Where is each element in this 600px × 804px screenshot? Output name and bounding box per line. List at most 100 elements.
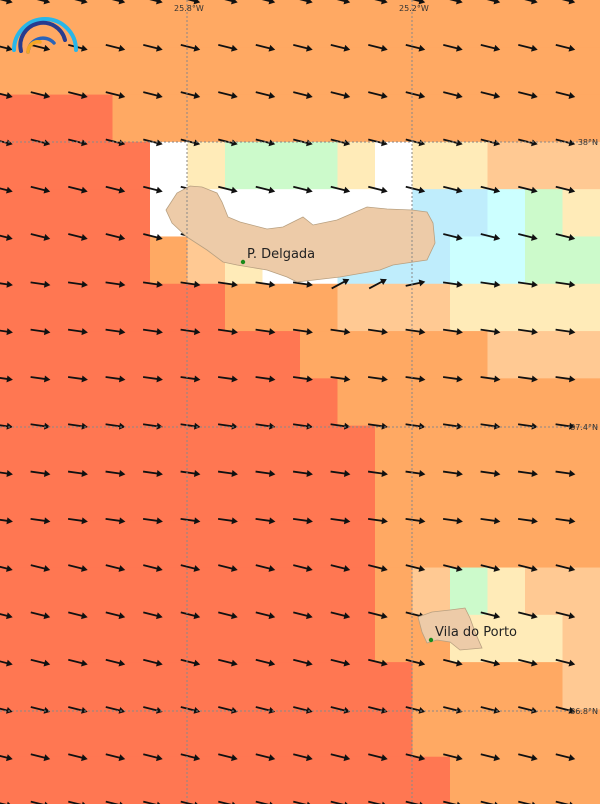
wind-arrow-icon xyxy=(255,0,276,5)
field-cell xyxy=(0,472,38,521)
field-cell xyxy=(75,662,113,710)
field-cell xyxy=(0,283,38,332)
field-cell xyxy=(187,425,226,474)
wind-arrow-icon xyxy=(218,0,238,5)
wind-arrow-icon xyxy=(367,328,388,336)
place-marker xyxy=(240,259,246,265)
field-cell xyxy=(225,141,263,190)
wind-arrow-icon xyxy=(30,44,51,52)
wind-arrow-icon xyxy=(105,328,126,336)
field-cell xyxy=(487,709,526,758)
field-cell xyxy=(525,94,563,143)
wind-arrow-icon xyxy=(68,564,88,572)
field-cell xyxy=(337,567,376,616)
wind-arrow-icon xyxy=(255,517,276,525)
wind-arrow-icon xyxy=(0,0,13,5)
field-cell xyxy=(187,283,226,332)
field-cell xyxy=(0,47,38,96)
field-cell xyxy=(412,520,451,569)
field-cell xyxy=(450,283,488,332)
field-cell xyxy=(0,425,38,474)
wind-arrow-icon xyxy=(255,280,276,288)
field-cell xyxy=(150,520,188,569)
field-cell xyxy=(112,520,151,569)
wind-arrow-icon xyxy=(68,706,88,714)
wind-arrow-icon xyxy=(480,280,501,288)
wind-arrow-icon xyxy=(30,138,51,147)
field-cell xyxy=(300,47,338,96)
field-cell xyxy=(375,47,413,96)
field-cell xyxy=(75,520,113,569)
field-cell xyxy=(562,189,600,237)
field-cell xyxy=(337,756,376,804)
wind-arrow-icon xyxy=(142,422,163,430)
wind-arrow-icon xyxy=(555,328,576,336)
field-cell xyxy=(412,425,451,474)
field-cell xyxy=(562,331,600,379)
wind-arrow-icon xyxy=(218,138,238,147)
field-cell xyxy=(112,567,151,616)
wind-arrow-icon xyxy=(555,280,576,288)
field-cell xyxy=(337,0,376,48)
field-cell xyxy=(450,141,488,190)
field-cell xyxy=(37,756,76,804)
wind-arrow-icon xyxy=(555,658,576,667)
wind-arrow-icon xyxy=(217,280,238,288)
field-cell xyxy=(487,283,526,332)
field-cell xyxy=(112,378,151,427)
wind-arrow-icon xyxy=(105,375,126,383)
field-cell xyxy=(412,283,451,332)
wind-arrow-icon xyxy=(518,0,538,5)
wind-arrow-icon xyxy=(330,706,351,714)
wind-arrow-icon xyxy=(218,185,238,194)
field-cell xyxy=(75,47,113,96)
field-cell xyxy=(337,472,376,521)
wind-arrow-icon xyxy=(443,138,463,147)
wind-arrow-icon xyxy=(142,280,163,288)
field-cell xyxy=(412,709,451,758)
field-cell xyxy=(525,709,563,758)
wind-arrow-icon xyxy=(105,658,126,667)
field-cell xyxy=(0,141,38,190)
wind-arrow-icon xyxy=(442,280,463,288)
field-cell xyxy=(150,236,188,285)
wind-arrow-icon xyxy=(67,280,88,288)
field-cell xyxy=(225,94,263,143)
field-cell xyxy=(187,567,226,616)
wind-arrow-icon xyxy=(368,564,388,572)
field-cell xyxy=(525,141,563,190)
wind-arrow-icon xyxy=(68,611,88,620)
wind-arrow-icon xyxy=(143,44,163,52)
wind-arrow-icon xyxy=(180,658,201,667)
wind-arrow-icon xyxy=(68,138,88,147)
field-cell xyxy=(487,236,526,285)
wind-arrow-icon xyxy=(30,233,51,241)
field-cell xyxy=(525,0,563,48)
field-cell xyxy=(487,331,526,379)
wind-arrow-icon xyxy=(480,233,501,241)
wind-arrow-icon xyxy=(30,658,51,667)
wind-arrow-icon xyxy=(368,706,388,714)
field-cell xyxy=(150,0,188,48)
wind-arrow-icon xyxy=(30,91,51,99)
wind-arrow-icon xyxy=(105,611,126,620)
wind-arrow-icon xyxy=(518,564,538,572)
wind-arrow-icon xyxy=(518,658,538,667)
wind-arrow-icon xyxy=(143,706,163,714)
wind-arrow-icon xyxy=(143,138,163,147)
wind-arrow-icon xyxy=(105,564,126,572)
field-cell xyxy=(562,472,600,521)
field-cell xyxy=(187,756,226,804)
wind-arrow-icon xyxy=(293,91,313,99)
wind-arrow-icon xyxy=(30,517,51,525)
field-cell xyxy=(487,378,526,427)
field-cell xyxy=(337,283,376,332)
wind-arrow-icon xyxy=(518,185,538,194)
field-cell xyxy=(450,709,488,758)
wind-arrow-icon xyxy=(368,0,388,5)
wind-arrow-icon xyxy=(555,233,576,241)
field-cell xyxy=(150,709,188,758)
field-cell xyxy=(37,567,76,616)
wind-arrow-icon xyxy=(0,564,13,572)
